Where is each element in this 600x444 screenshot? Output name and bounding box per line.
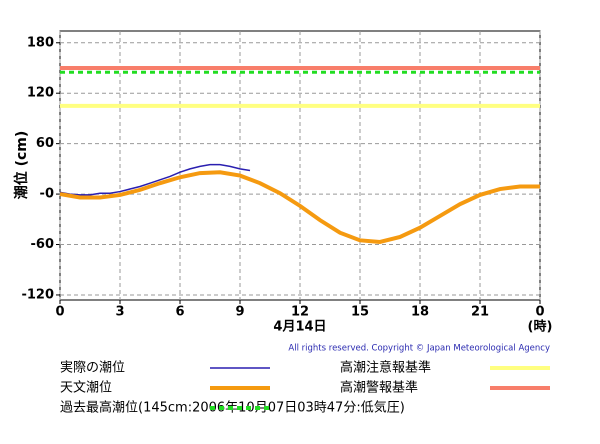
x-tick-label: 0: [535, 305, 544, 320]
x-tick-label: 6: [175, 305, 184, 320]
x-tick-label: 15: [351, 305, 369, 320]
x-tick-label: 18: [411, 305, 429, 320]
x-tick-label: 21: [471, 305, 489, 320]
x-tick-label: 0: [55, 305, 64, 320]
x-tick-label: 12: [291, 305, 309, 320]
y-tick-label: 60: [36, 136, 54, 151]
y-tick-label: 180: [27, 35, 54, 50]
y-axis-label: 潮位 (cm): [13, 131, 30, 200]
legend-label: 実際の潮位: [60, 360, 125, 376]
series-line: [59, 170, 540, 245]
x-tick-label: 3: [115, 305, 124, 320]
legend-label: 天文潮位: [60, 381, 112, 396]
legend-label: 高潮注意報基準: [340, 360, 431, 376]
y-tick-label: -0: [40, 187, 54, 202]
x-axis-unit: (時): [528, 319, 553, 335]
y-tick-label: 120: [27, 86, 54, 101]
x-tick-label: 9: [235, 305, 244, 320]
series-line: [59, 163, 251, 196]
y-tick-label: -60: [31, 237, 55, 252]
x-axis-label: 4月14日: [273, 320, 326, 335]
legend-label: 高潮警報基準: [340, 380, 418, 396]
y-tick-label: -120: [21, 287, 54, 302]
copyright: All rights reserved. Copyright © Japan M…: [288, 344, 550, 354]
